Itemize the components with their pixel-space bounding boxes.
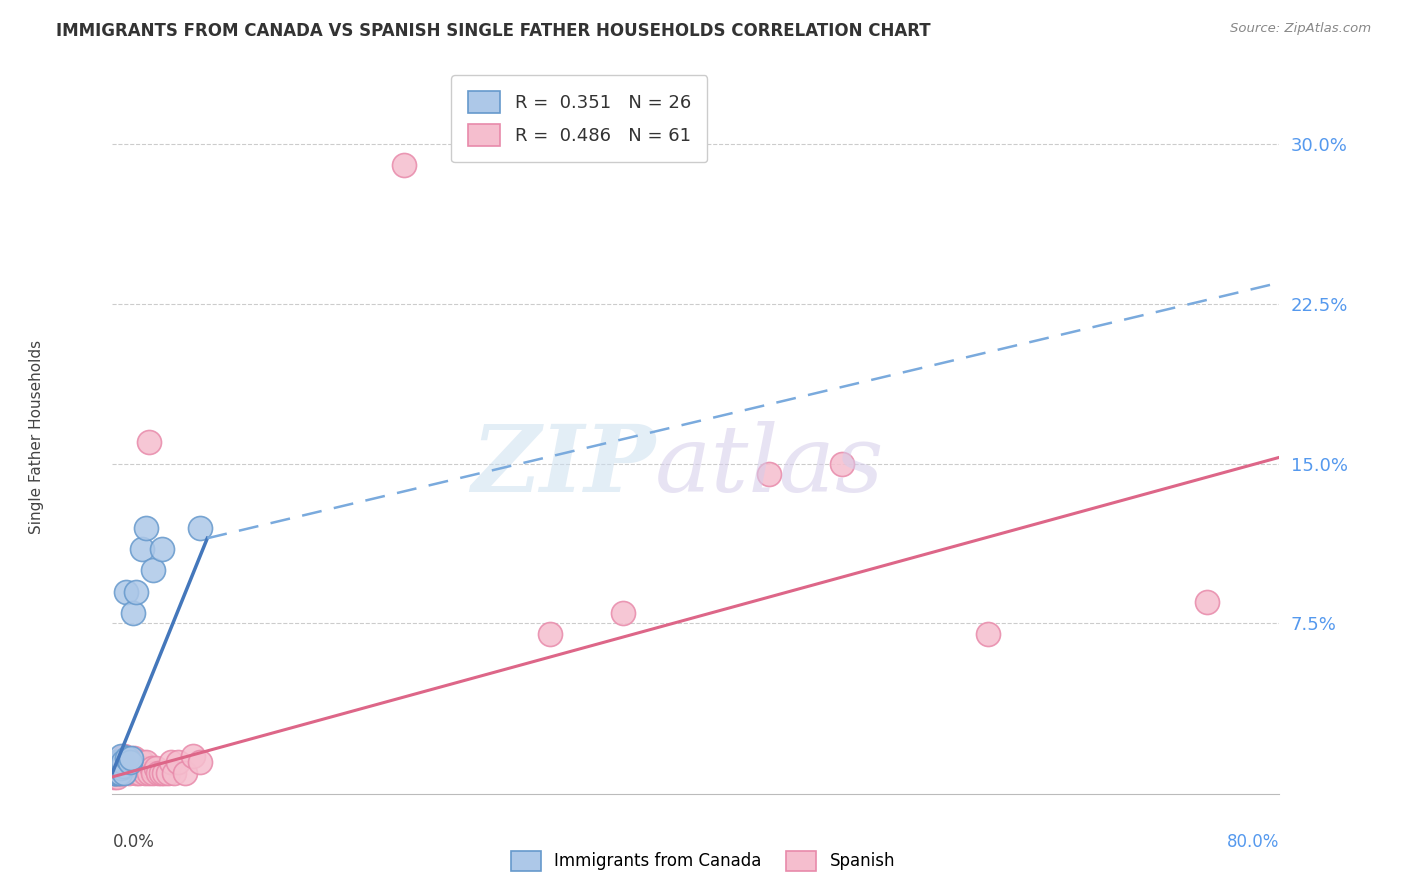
Point	[146, 765, 169, 780]
Point	[131, 755, 153, 769]
Point	[104, 765, 127, 780]
Point	[108, 765, 131, 780]
Point	[976, 627, 998, 641]
Point	[612, 606, 634, 620]
Text: 80.0%: 80.0%	[1227, 833, 1279, 851]
Point	[105, 761, 128, 775]
Point	[181, 748, 204, 763]
Point	[125, 584, 148, 599]
Point	[188, 755, 211, 769]
Point	[124, 750, 146, 764]
Point	[107, 765, 129, 780]
Text: Source: ZipAtlas.com: Source: ZipAtlas.com	[1230, 22, 1371, 36]
Point	[103, 765, 125, 780]
Point	[115, 750, 138, 764]
Point	[105, 755, 128, 769]
Point	[120, 750, 142, 764]
Text: Single Father Households: Single Father Households	[30, 340, 44, 534]
Point	[135, 520, 157, 534]
Text: 0.0%: 0.0%	[112, 833, 155, 851]
Point	[138, 765, 160, 780]
Point	[150, 541, 173, 556]
Point	[118, 755, 141, 769]
Point	[108, 761, 131, 775]
Point	[145, 761, 167, 775]
Point	[110, 761, 132, 775]
Point	[174, 765, 197, 780]
Legend: Immigrants from Canada, Spanish: Immigrants from Canada, Spanish	[502, 842, 904, 880]
Point	[142, 563, 165, 577]
Point	[111, 755, 134, 769]
Point	[111, 759, 134, 773]
Point	[120, 755, 142, 769]
Point	[132, 761, 155, 775]
Point	[107, 765, 129, 780]
Text: atlas: atlas	[655, 421, 884, 510]
Point	[108, 761, 131, 775]
Point	[122, 606, 145, 620]
Point	[110, 765, 132, 780]
Point	[167, 755, 190, 769]
Point	[142, 765, 165, 780]
Point	[103, 770, 125, 784]
Point	[108, 755, 131, 769]
Point	[104, 765, 127, 780]
Point	[103, 765, 125, 780]
Point	[112, 765, 135, 780]
Point	[394, 159, 416, 173]
Point	[114, 761, 136, 775]
Point	[149, 765, 172, 780]
Point	[134, 765, 156, 780]
Point	[141, 761, 163, 775]
Point	[188, 520, 211, 534]
Point	[105, 770, 128, 784]
Point	[758, 467, 780, 482]
Point	[129, 755, 152, 769]
Point	[114, 584, 136, 599]
Point	[111, 765, 134, 780]
Point	[128, 765, 150, 780]
Point	[108, 759, 131, 773]
Legend: R =  0.351   N = 26, R =  0.486   N = 61: R = 0.351 N = 26, R = 0.486 N = 61	[451, 75, 707, 162]
Point	[138, 435, 160, 450]
Point	[105, 755, 128, 769]
Point	[1195, 595, 1218, 609]
Point	[131, 541, 153, 556]
Point	[115, 750, 138, 764]
Point	[108, 755, 131, 769]
Point	[152, 765, 174, 780]
Point	[112, 761, 135, 775]
Point	[117, 765, 139, 780]
Point	[128, 761, 150, 775]
Point	[107, 755, 129, 769]
Point	[107, 765, 129, 780]
Point	[117, 755, 139, 769]
Point	[104, 765, 127, 780]
Point	[538, 627, 561, 641]
Point	[110, 748, 132, 763]
Point	[111, 755, 134, 769]
Point	[111, 755, 134, 769]
Text: IMMIGRANTS FROM CANADA VS SPANISH SINGLE FATHER HOUSEHOLDS CORRELATION CHART: IMMIGRANTS FROM CANADA VS SPANISH SINGLE…	[56, 22, 931, 40]
Point	[115, 761, 138, 775]
Point	[156, 765, 179, 780]
Point	[135, 755, 157, 769]
Point	[120, 761, 142, 775]
Point	[112, 748, 135, 763]
Text: ZIP: ZIP	[471, 421, 655, 510]
Point	[831, 457, 853, 471]
Point	[110, 761, 132, 775]
Point	[118, 761, 141, 775]
Point	[107, 755, 129, 769]
Point	[163, 765, 186, 780]
Point	[104, 765, 127, 780]
Point	[160, 755, 183, 769]
Point	[110, 755, 132, 769]
Point	[114, 755, 136, 769]
Point	[125, 765, 148, 780]
Point	[122, 755, 145, 769]
